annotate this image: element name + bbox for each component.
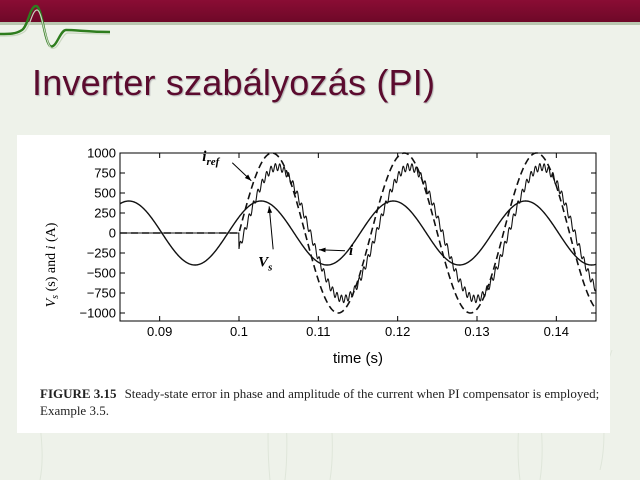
y-tick-label: −500 xyxy=(87,266,116,281)
figure-panel: 0.09 0.1 0.11 0.12 0.13 0.14 1000 750 500 250 0 −2… xyxy=(17,135,610,433)
x-tick-label: 0.09 xyxy=(147,324,172,339)
waveform-logo-icon xyxy=(0,4,110,50)
header-bar xyxy=(0,0,640,22)
header-divider xyxy=(0,22,640,25)
y-tick-label: 250 xyxy=(94,206,116,221)
y-tick-label: 1000 xyxy=(87,146,116,161)
x-tick-label: 0.13 xyxy=(464,324,489,339)
annotation-label-i: i xyxy=(349,243,354,259)
annotation-arrow xyxy=(268,206,274,250)
plot-area-frame xyxy=(119,152,597,322)
series-line-v-s xyxy=(119,200,597,266)
y-label-i: i xyxy=(44,245,59,249)
x-tick-label: 0.14 xyxy=(544,324,569,339)
x-tick-label: 0.12 xyxy=(385,324,410,339)
chart: 0.09 0.1 0.11 0.12 0.13 0.14 1000 750 500 250 0 −2… xyxy=(44,146,597,367)
y-tick-label: −750 xyxy=(87,286,116,301)
y-tick-label: 500 xyxy=(94,186,116,201)
x-tick-label: 0.1 xyxy=(230,324,248,339)
y-tick-label: 0 xyxy=(109,226,116,241)
y-axis-label: Vs (s) and i (A) xyxy=(44,222,61,307)
x-axis-label: time (s) xyxy=(333,350,383,367)
caption-text: Steady-state error in phase and amplitud… xyxy=(40,386,600,418)
y-tick-label: −1000 xyxy=(79,306,116,321)
annotation-arrowhead xyxy=(318,247,326,253)
annotation-arrowhead xyxy=(267,206,273,214)
annotation-label-i-ref: iref xyxy=(202,149,220,168)
figure-caption: FIGURE 3.15 Steady-state error in phase a… xyxy=(40,385,608,419)
y-tick-label: 750 xyxy=(94,166,116,181)
annotation-arrowhead xyxy=(244,174,252,181)
y-label-end: (A) xyxy=(44,222,59,245)
y-label-v: V xyxy=(44,297,59,307)
y-label-v-sub: s xyxy=(50,295,61,299)
y-label-mid: (s) and xyxy=(44,249,59,295)
series-line-i xyxy=(120,162,597,304)
slide-title: Inverter szabályozás (PI) xyxy=(32,62,436,103)
annotation-label-v-s: Vs xyxy=(258,254,272,273)
x-tick-label: 0.11 xyxy=(306,324,330,339)
y-tick-label: −250 xyxy=(87,246,116,261)
caption-label: FIGURE 3.15 xyxy=(40,386,117,401)
